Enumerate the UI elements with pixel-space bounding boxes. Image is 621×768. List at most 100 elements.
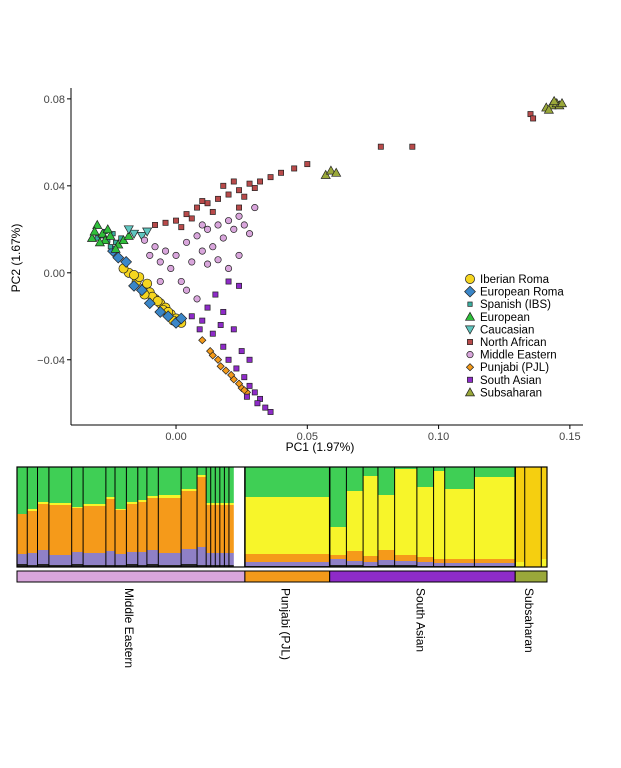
- data-point: [409, 143, 416, 150]
- data-point: [203, 260, 212, 268]
- data-point: [230, 178, 237, 185]
- data-point: [193, 232, 201, 240]
- admixture-segment: [48, 565, 72, 567]
- admixture-segment: [114, 554, 127, 565]
- data-point: [278, 169, 285, 176]
- admixture-segment: [48, 505, 72, 555]
- admixture-segment: [181, 467, 198, 489]
- admixture-segment: [224, 503, 230, 505]
- data-point: [140, 236, 149, 244]
- data-point: [216, 362, 225, 371]
- data-point: [220, 182, 227, 189]
- admixture-segment: [27, 565, 38, 567]
- data-point: [224, 264, 233, 273]
- legend-item: Caucasian: [464, 324, 534, 336]
- data-point: [251, 204, 259, 212]
- admixture-barplot: Middle Eastern Punjabi (PJL) South Asian Su…: [16, 466, 548, 668]
- data-point: [142, 278, 153, 289]
- data-point: [241, 374, 248, 381]
- admixture-segment: [228, 565, 234, 567]
- admixture-segment: [37, 504, 50, 550]
- admixture-segment: [329, 559, 347, 565]
- data-point: [156, 277, 164, 286]
- data-point: [224, 217, 233, 225]
- series-european-roma: [107, 245, 188, 329]
- data-point: [123, 225, 134, 235]
- data-point: [208, 351, 217, 360]
- data-point: [86, 232, 98, 242]
- admixture-segment: [474, 467, 516, 477]
- legend-item: European Roma: [464, 285, 564, 299]
- data-point: [94, 237, 105, 247]
- data-point: [543, 104, 554, 114]
- legend-item: Spanish (IBS): [467, 299, 551, 311]
- data-point: [198, 221, 206, 229]
- admixture-segment: [329, 565, 347, 567]
- data-point: [235, 212, 243, 220]
- legend-marker: [465, 363, 475, 372]
- series-european: [86, 219, 134, 253]
- legend-marker: [467, 301, 473, 307]
- admixture-segment: [541, 467, 548, 559]
- data-point: [182, 286, 191, 294]
- series-caucasian: [123, 225, 153, 242]
- data-point: [194, 204, 200, 211]
- data-point: [102, 224, 113, 234]
- admixture-segment: [394, 561, 418, 565]
- admixture-segment: [126, 502, 139, 504]
- data-point: [146, 251, 154, 259]
- legend-label: North African: [480, 337, 546, 349]
- data-point: [246, 356, 253, 363]
- legend-label: Spanish (IBS): [480, 299, 551, 311]
- admixture-segment: [181, 491, 198, 549]
- admixture-segment: [37, 467, 50, 502]
- group-color-bar: [16, 570, 246, 583]
- data-point: [549, 95, 560, 105]
- legend-marker: [467, 339, 473, 345]
- legend-marker: [466, 351, 474, 359]
- data-point: [188, 313, 195, 320]
- admixture-segment: [105, 467, 116, 497]
- admixture-segment: [244, 467, 330, 497]
- legend-label: European Roma: [480, 287, 564, 299]
- data-point: [162, 310, 175, 323]
- admixture-segment: [114, 510, 127, 554]
- data-point: [204, 200, 211, 207]
- data-point: [304, 161, 311, 168]
- data-point: [241, 193, 248, 200]
- x-tick-label: 0.10: [428, 431, 449, 443]
- admixture-frame: [16, 466, 548, 568]
- admixture-segment: [224, 467, 230, 503]
- legend-item: Iberian Roma: [465, 274, 550, 286]
- admixture-segment: [27, 511, 38, 553]
- y-tick-label: 0.00: [44, 268, 65, 280]
- admixture-segment: [206, 553, 212, 565]
- admixture-segment: [377, 550, 395, 560]
- data-point: [136, 231, 147, 242]
- admixture-segment: [197, 467, 207, 475]
- admixture-segment: [377, 467, 395, 495]
- admixture-segment: [83, 467, 107, 504]
- admixture-segment: [146, 467, 159, 496]
- data-point: [178, 224, 185, 231]
- admixture-segment: [48, 467, 72, 503]
- admixture-segment: [137, 502, 148, 552]
- admixture-segment: [83, 553, 107, 565]
- admixture-segment: [444, 559, 475, 563]
- admixture-segment: [224, 505, 230, 553]
- admixture-segment: [114, 565, 127, 567]
- admixture-segment: [228, 505, 234, 553]
- legend-item: Subsaharan: [464, 387, 542, 399]
- data-point: [162, 219, 169, 226]
- data-point: [172, 251, 180, 259]
- admixture-segment: [363, 556, 379, 562]
- legend-marker: [465, 274, 475, 284]
- admixture-segment: [346, 491, 364, 551]
- group-color-bar: [244, 570, 331, 583]
- admixture-segment: [137, 467, 148, 500]
- admixture-segment: [524, 467, 542, 567]
- data-point: [156, 258, 164, 266]
- group-label: Punjabi (PJL): [278, 588, 292, 660]
